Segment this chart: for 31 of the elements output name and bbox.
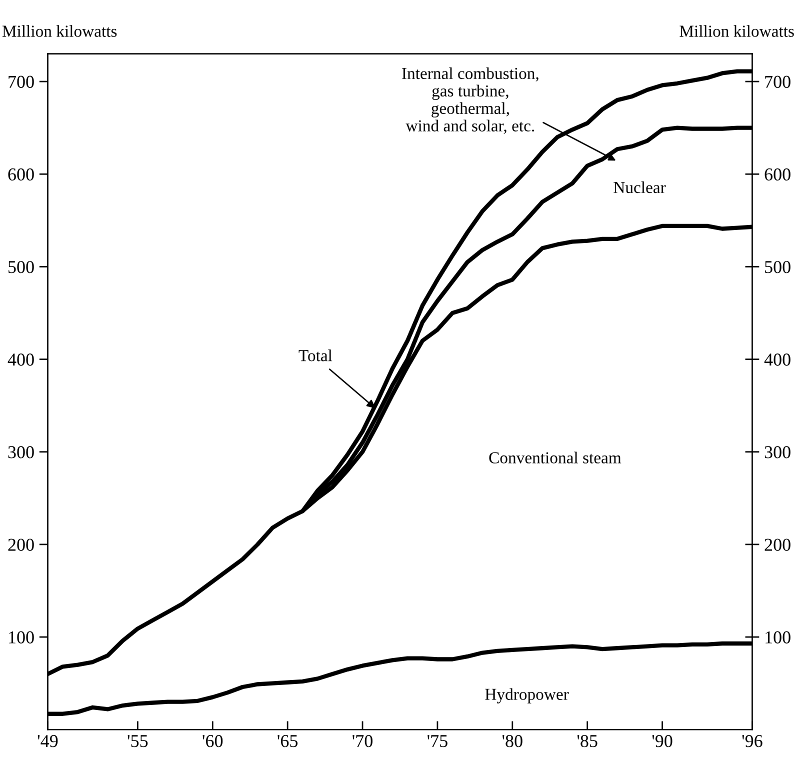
- x-tick-label: '90: [652, 734, 672, 748]
- y2-tick-label: 700: [765, 76, 790, 88]
- y-axis-title: Million kilowatts: [2, 25, 117, 37]
- y2-tick-label: 400: [764, 354, 790, 366]
- x-tick-label: '65: [278, 735, 298, 748]
- y2-tick-label: 300: [764, 446, 790, 458]
- y-tick-label: 600: [8, 168, 34, 181]
- y2-tick-label: 600: [764, 168, 790, 181]
- y-tick-label: 300: [8, 446, 34, 458]
- x-tick-label: '75: [428, 735, 448, 748]
- y2-tick-label: 200: [764, 538, 790, 551]
- y2-tick-label: 500: [765, 260, 790, 274]
- x-tick-label: '70: [352, 734, 372, 748]
- x-tick-label: '55: [128, 735, 148, 748]
- x-tick-label: '80: [502, 734, 522, 748]
- x-tick-label: '49: [38, 735, 58, 748]
- y-tick-label: 700: [8, 76, 34, 88]
- y-tick-label: 500: [8, 260, 34, 274]
- x-tick-label: '96: [742, 735, 762, 748]
- annotation: Conventional steam: [489, 452, 622, 464]
- x-tick-label: '60: [202, 734, 223, 748]
- y2-axis-title: Million kilowatts: [680, 25, 794, 37]
- y-tick-label: 400: [8, 354, 34, 366]
- y2-tick-label: 100: [766, 631, 790, 644]
- y-tick-label: 100: [9, 631, 34, 644]
- annotation: Internal combustion, gas turbine, geothermal, wind and solar, etc.: [402, 67, 538, 134]
- annotation: Hydropower: [485, 688, 569, 704]
- annotation: Total: [298, 350, 332, 362]
- y-tick-label: 200: [8, 538, 34, 551]
- x-tick-label: '85: [577, 734, 598, 748]
- annotation: Nuclear: [614, 181, 666, 194]
